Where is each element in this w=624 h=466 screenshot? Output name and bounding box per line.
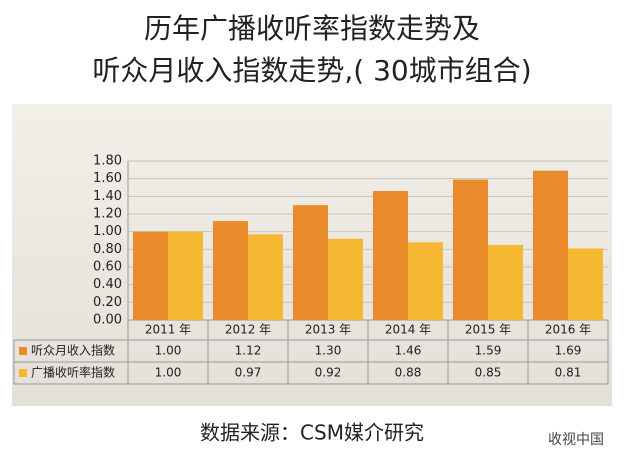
- value-label: 1.46: [395, 344, 422, 358]
- legend-label: 听众月收入指数: [31, 343, 115, 358]
- bar: [568, 248, 603, 320]
- chart-subtitle: 听众月收入指数走势,( 30城市组合): [92, 54, 531, 87]
- x-tick-label: 2014 年: [385, 323, 431, 337]
- chart-title: 历年广播收听率指数走势及: [144, 12, 480, 45]
- x-tick-label: 2013 年: [305, 323, 351, 337]
- value-label: 1.00: [155, 366, 182, 380]
- bar: [453, 179, 488, 320]
- y-tick-label: 1.40: [93, 189, 122, 204]
- legend-swatch: [19, 369, 27, 377]
- value-label: 1.12: [235, 344, 262, 358]
- y-tick-label: 1.80: [93, 154, 122, 169]
- y-tick-label: 1.20: [93, 207, 122, 222]
- bar: [248, 234, 283, 320]
- x-tick-label: 2016 年: [545, 323, 591, 337]
- y-tick-label: 0.60: [93, 260, 122, 275]
- value-label: 1.69: [555, 344, 582, 358]
- bar: [488, 244, 523, 320]
- bar: [293, 205, 328, 320]
- y-tick-label: 0.00: [93, 313, 122, 328]
- watermark: 收视中国: [548, 432, 604, 448]
- bar: [133, 231, 168, 320]
- value-label: 1.30: [315, 344, 342, 358]
- y-tick-label: 0.40: [93, 277, 122, 292]
- value-label: 0.97: [235, 366, 262, 380]
- value-label: 0.92: [315, 366, 342, 380]
- value-label: 1.59: [475, 344, 502, 358]
- bar: [168, 231, 203, 320]
- bar: [408, 242, 443, 320]
- y-tick-label: 0.20: [93, 295, 122, 310]
- legend-swatch: [19, 347, 27, 355]
- bar: [373, 191, 408, 320]
- x-tick-label: 2012 年: [225, 323, 271, 337]
- bar: [533, 170, 568, 320]
- y-tick-label: 1.00: [93, 224, 122, 239]
- legend-label: 广播收听率指数: [31, 365, 115, 380]
- y-tick-label: 1.60: [93, 171, 122, 186]
- bar: [328, 238, 363, 320]
- value-label: 0.81: [555, 366, 582, 380]
- value-label: 1.00: [155, 344, 182, 358]
- value-label: 0.85: [475, 366, 502, 380]
- x-tick-label: 2015 年: [465, 323, 511, 337]
- source: 数据来源：CSM媒介研究: [200, 421, 424, 445]
- value-label: 0.88: [395, 366, 422, 380]
- x-tick-label: 2011 年: [145, 323, 191, 337]
- bar: [213, 221, 248, 320]
- y-tick-label: 0.80: [93, 242, 122, 257]
